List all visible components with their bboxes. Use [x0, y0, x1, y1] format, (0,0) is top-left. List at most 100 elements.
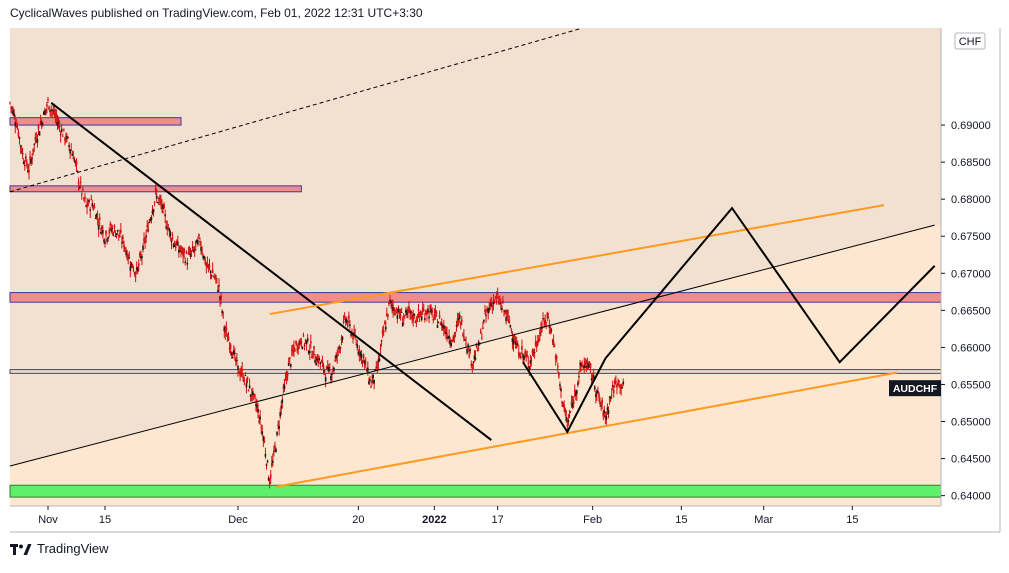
candle-body [296, 349, 298, 351]
candle-body [436, 325, 439, 328]
candle-body [612, 389, 615, 394]
candle-body [540, 328, 542, 331]
candle-body [120, 229, 122, 233]
candle-body [418, 312, 421, 316]
tradingview-logo-icon[interactable] [10, 542, 32, 556]
candle-body [324, 377, 327, 382]
candle-body [375, 366, 378, 368]
candle-body [118, 235, 121, 238]
candle-body [393, 308, 396, 312]
candle-body [305, 340, 308, 345]
candle-body [574, 392, 577, 396]
candle-body [333, 367, 335, 371]
currency-badge-box [954, 32, 986, 50]
candle-body [169, 231, 172, 237]
candle-body [23, 165, 26, 167]
candle-body [388, 301, 390, 305]
candle-body [46, 104, 48, 107]
candle-body [295, 341, 297, 344]
candle-body [142, 245, 144, 251]
candle-body [196, 239, 198, 243]
candle-body [429, 305, 431, 310]
candle-body [580, 363, 582, 367]
candle-body [293, 346, 295, 350]
candle-body [591, 375, 594, 380]
candle-body [559, 384, 561, 387]
candle-body [301, 346, 304, 350]
candle-body [94, 218, 97, 220]
candle-body [445, 332, 447, 335]
candle-body [162, 204, 164, 210]
candle-body [212, 276, 215, 278]
candle-body [114, 236, 117, 238]
candle-body [37, 125, 40, 129]
candle-body [224, 330, 227, 333]
candle-body [22, 161, 25, 164]
candle-body [588, 364, 591, 366]
candle-body [440, 322, 443, 327]
candle-body [35, 138, 38, 142]
candle-body [329, 369, 331, 371]
currency-badge: CHF [954, 32, 986, 50]
candle-body [322, 365, 325, 370]
candle-body [31, 158, 33, 160]
candle-body [517, 351, 520, 356]
candle-body [273, 450, 275, 453]
candle-body [571, 402, 574, 408]
candle-body [362, 354, 365, 359]
candle-body [21, 153, 24, 155]
candle-body [137, 263, 140, 266]
trendline-4 [275, 371, 897, 488]
candle-body [616, 384, 618, 388]
y-tick-label: 0.67500 [951, 231, 991, 243]
candle-body [259, 416, 261, 420]
candle-body [76, 170, 79, 172]
candle-body [399, 314, 402, 317]
candle-body [513, 339, 516, 343]
candle-body [127, 255, 130, 260]
candle-body [299, 339, 302, 344]
candle-body [275, 448, 277, 453]
candle-body [406, 310, 408, 315]
candle-body [341, 336, 344, 340]
candle-body [18, 137, 21, 140]
candle-body [610, 394, 613, 396]
candle-body [239, 373, 241, 377]
candle-body [523, 356, 525, 360]
candle-body [104, 241, 106, 244]
candle-body [415, 318, 418, 321]
candle-body [52, 110, 55, 112]
candle-body [501, 307, 503, 310]
candle-body [99, 232, 102, 234]
candle-body [92, 208, 95, 210]
candle-body [582, 366, 584, 368]
zone-0 [9, 117, 182, 126]
candle-body [65, 136, 67, 141]
candle-body [507, 315, 510, 317]
candle-body [432, 318, 435, 321]
tradingview-brand[interactable]: TradingView [37, 541, 109, 556]
candle-body [297, 346, 299, 350]
trendline-2 [9, 224, 935, 467]
candle-body [72, 157, 75, 160]
candle-body [508, 319, 511, 323]
candle-body [148, 221, 151, 223]
candle-body [170, 240, 173, 243]
candle-body [187, 251, 190, 255]
candle-body [419, 312, 422, 315]
candle-body [543, 320, 545, 322]
candle-body [593, 386, 596, 390]
candle-body [269, 474, 272, 479]
candle-body [596, 390, 598, 394]
candle-body [595, 393, 597, 397]
trendline-1 [9, 28, 581, 193]
candle-body [149, 218, 152, 221]
candle-body [13, 113, 16, 117]
candle-body [265, 464, 268, 466]
candle-body [126, 254, 128, 259]
zone-2 [9, 292, 942, 303]
candle-body [178, 249, 180, 253]
candle-body [145, 235, 147, 238]
